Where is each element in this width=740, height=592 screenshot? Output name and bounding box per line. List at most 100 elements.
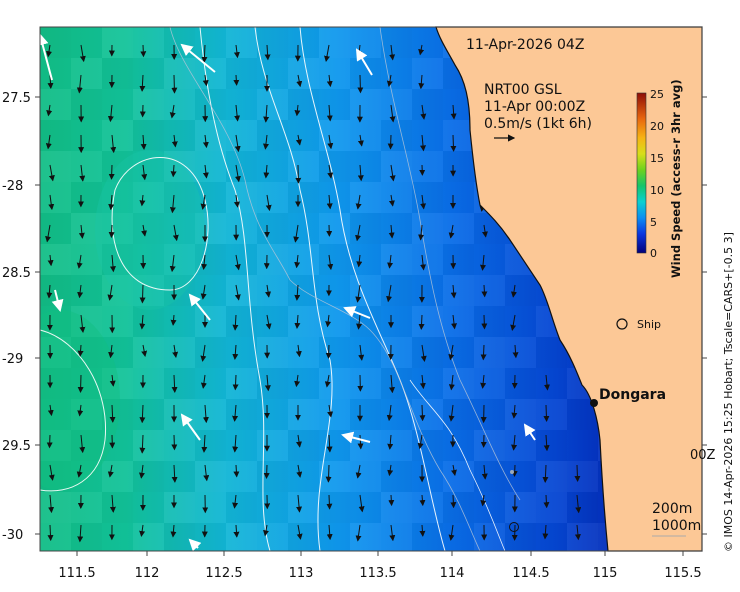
wind-vector	[107, 284, 114, 301]
field-cell	[288, 399, 319, 430]
current-vector	[343, 306, 371, 319]
field-cell	[443, 306, 474, 337]
wind-vector	[232, 374, 239, 391]
wind-vector	[326, 524, 333, 541]
wind-vector	[481, 464, 488, 480]
field-cell	[536, 461, 567, 492]
x-tick-label: 114	[440, 566, 465, 581]
y-tick-label: -29	[2, 352, 23, 367]
wind-vector	[448, 524, 455, 541]
wind-vector	[355, 524, 362, 542]
wind-vector	[45, 134, 52, 150]
wind-vector	[481, 284, 488, 298]
field-cell	[102, 523, 133, 554]
field-cell	[288, 337, 319, 368]
wind-vector	[357, 134, 364, 147]
field-cell	[71, 399, 102, 430]
field-cell	[102, 461, 133, 492]
field-cell	[443, 182, 474, 213]
contour-200-label: 200m	[652, 501, 692, 517]
wind-vector	[76, 74, 83, 94]
field-cell	[381, 89, 412, 120]
field-cell	[443, 213, 474, 244]
wind-vector	[77, 374, 84, 393]
wind-vector	[172, 344, 179, 358]
wind-vector	[79, 434, 86, 454]
field-cell	[288, 368, 319, 399]
field-cell	[381, 213, 412, 244]
wind-vector	[139, 194, 146, 207]
wind-vector	[450, 494, 457, 509]
field-cell	[536, 368, 567, 399]
wind-vector	[200, 344, 207, 362]
x-tick-label: 113.5	[359, 566, 396, 581]
field-cell	[102, 213, 133, 244]
field-cell	[443, 120, 474, 151]
ship-marker	[616, 318, 628, 330]
field-cell	[350, 89, 381, 120]
wind-vector	[448, 344, 455, 361]
field-cell	[164, 151, 195, 182]
field-cell	[505, 306, 536, 337]
field-cell	[195, 461, 226, 492]
field-cell	[381, 244, 412, 275]
field-cell	[412, 120, 443, 151]
field-cell	[412, 306, 443, 337]
wind-vector	[574, 524, 581, 541]
field-cell	[133, 58, 164, 89]
wind-vector	[294, 284, 301, 301]
scale-label: 0.5m/s (1kt 6h)	[484, 116, 592, 132]
field-cell	[443, 151, 474, 182]
wind-vector	[294, 254, 301, 269]
wind-vector	[419, 494, 426, 507]
y-tick-label: -30	[2, 528, 23, 543]
field-cell	[505, 399, 536, 430]
wind-vector	[420, 194, 427, 210]
wind-vector	[419, 374, 426, 390]
wind-vector	[543, 494, 550, 509]
current-vector	[188, 538, 202, 551]
current-vector	[180, 43, 216, 73]
colorbar-tick: 5	[650, 216, 657, 229]
field-cell	[443, 337, 474, 368]
wind-vector	[140, 134, 147, 150]
field-cell	[350, 120, 381, 151]
field-cell	[257, 213, 288, 244]
field-cell	[71, 275, 102, 306]
field-cell	[71, 120, 102, 151]
field-cell	[226, 492, 257, 523]
wind-vector	[109, 494, 116, 513]
field-cell	[443, 461, 474, 492]
wind-vector	[420, 134, 427, 152]
wind-vector	[511, 464, 518, 477]
wind-vector	[232, 434, 239, 453]
field-cell	[257, 182, 288, 213]
wind-vector	[171, 464, 178, 483]
wind-vector	[296, 494, 303, 513]
bathymetry-lines	[169, 27, 521, 551]
field-cell	[102, 120, 133, 151]
wind-vector	[542, 524, 549, 540]
wind-vector	[450, 284, 457, 299]
wind-vector	[171, 374, 178, 393]
field-cell	[474, 244, 505, 275]
field-cell	[443, 275, 474, 306]
wind-vector	[451, 464, 457, 476]
field-cell	[226, 430, 257, 461]
field-cell	[381, 182, 412, 213]
field-cell	[102, 27, 133, 58]
field-cell	[350, 27, 381, 58]
wind-vector	[355, 224, 361, 242]
field-cell	[257, 151, 288, 182]
town-label: Dongara	[599, 387, 666, 403]
wind-vector	[263, 524, 269, 537]
wind-vector	[511, 404, 518, 419]
field-cell	[381, 430, 412, 461]
field-cell	[381, 337, 412, 368]
wind-vector	[202, 134, 209, 149]
current-vector	[355, 48, 373, 76]
wind-vector	[386, 404, 393, 422]
y-tick-label: -28	[2, 179, 23, 194]
field-cell	[381, 523, 412, 551]
wind-vector	[234, 254, 241, 271]
